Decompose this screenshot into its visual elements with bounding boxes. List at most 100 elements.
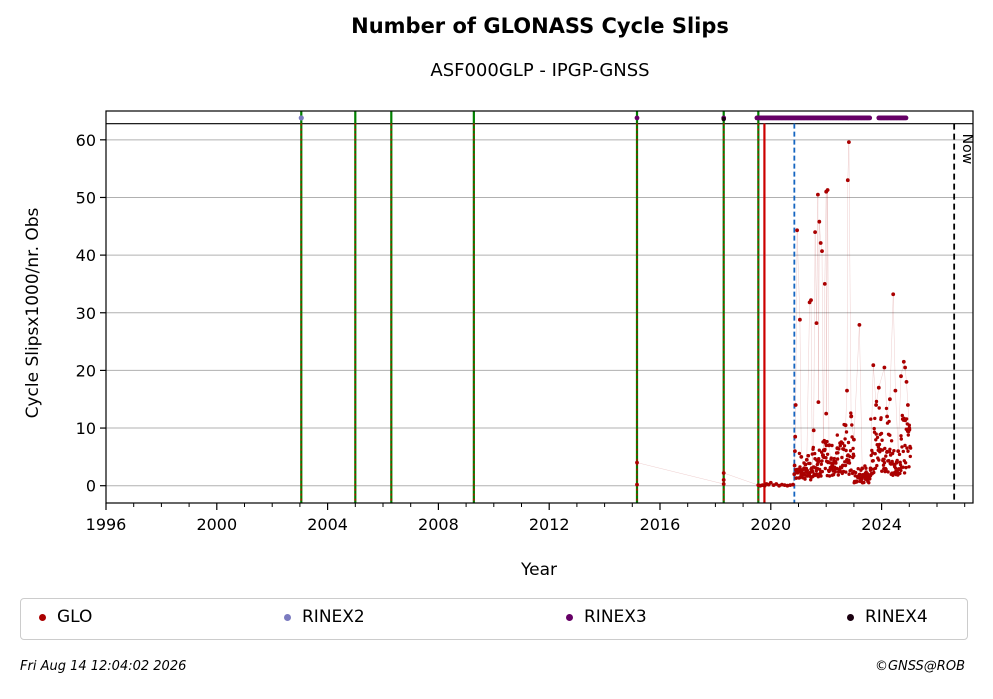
axes: 0 10 20 30 40 50 60 1996 2000 2004 2008 2012 2016 202… [76,131,966,534]
rinex3-point [634,115,640,121]
legend-item-rinex2: RINEX2 [284,607,365,627]
glo-point [908,454,912,459]
glo-point [872,470,876,475]
glo-point [819,462,823,466]
glonass-cycle-slips-chart: Now 0 10 20 30 40 50 60 1996 2000 2004 2008 2012 201… [23,110,975,580]
glo-point [852,437,856,442]
glo-point [899,434,903,438]
glo-point [721,478,726,482]
glo-point [840,455,844,460]
rinex4-point [721,116,726,122]
glo-point [798,317,802,322]
plot-frame [105,110,974,504]
y-tick-label: 40 [76,246,96,265]
glo-point [908,446,913,450]
glo-point [829,466,834,471]
glo-point [820,459,824,463]
legend-item-rinex3: RINEX3 [566,607,647,627]
glo-point [868,466,873,471]
glo-point [792,472,797,477]
glo-point [873,466,878,470]
glo-point [873,452,877,456]
glo-point [792,463,797,468]
glo-point [883,446,887,451]
glo-point [822,438,826,443]
glo-point [898,471,902,476]
glo-point [874,438,878,442]
legend-marker [847,613,854,621]
glo-point [880,469,884,473]
glo-point [818,467,822,472]
glo-point [838,444,842,448]
glo-point [791,482,795,487]
footer-credit: ©GNSS@ROB [874,659,965,674]
glo-point [900,445,904,449]
glo-point [850,423,854,427]
glo-point [843,423,848,428]
glo-point [818,241,823,245]
glo-point [888,433,892,437]
glo-point [840,441,845,445]
glo-point [879,416,883,420]
glo-point [889,439,894,443]
glo-point [825,188,830,192]
glo-point [903,365,907,370]
glo-point [901,465,905,469]
glo-point [904,380,909,384]
x-tick-label: 2000 [196,515,237,534]
glo-point [876,445,881,449]
glo-point [896,449,901,453]
glo-point [874,403,878,407]
glo-point [821,455,826,459]
glo-point [901,449,905,454]
glo-point [890,459,894,464]
glo-point [805,468,810,473]
glo-point [811,428,816,433]
glo-point [795,228,799,233]
glo-point [907,426,912,430]
y-tick-label: 10 [76,419,96,438]
glo-point [846,440,851,445]
glo-point [877,442,882,447]
glo-point [832,456,836,461]
glo-point [835,433,839,437]
glo-point [635,460,639,465]
glo-point [872,426,876,431]
glo-point [635,482,639,487]
glo-point [844,448,848,453]
glo-point [793,434,798,439]
glo-point [887,459,891,463]
x-tick-label: 2008 [418,515,459,534]
glo-point [882,457,886,461]
glo-point [860,466,865,471]
glo-point [862,480,866,485]
glo-point [851,446,855,451]
glo-point [899,437,903,441]
glo-point [806,454,811,458]
glo-point [879,431,884,436]
glo-point [864,466,868,470]
glo-point [793,403,798,407]
glo-point [856,467,860,471]
glo-point [813,230,817,235]
glo-point [874,399,879,404]
glo-point [825,439,829,444]
glo-point [793,449,797,453]
y-tick-label: 30 [76,304,96,323]
glo-point [905,446,909,450]
glo-point [897,452,902,457]
rinex3-point [903,115,909,121]
glo-point [865,472,870,477]
glo-point [838,469,842,474]
glo-point [904,465,908,470]
glo-point [877,458,881,462]
data-points [298,115,913,488]
rinex3-point [867,115,873,121]
glo-point [857,323,862,327]
x-tick-label: 2016 [640,515,681,534]
glo-point [876,385,881,390]
legend-marker [39,613,46,621]
glo-point [833,470,837,474]
glo-point [803,477,807,481]
glo-point [867,481,871,485]
